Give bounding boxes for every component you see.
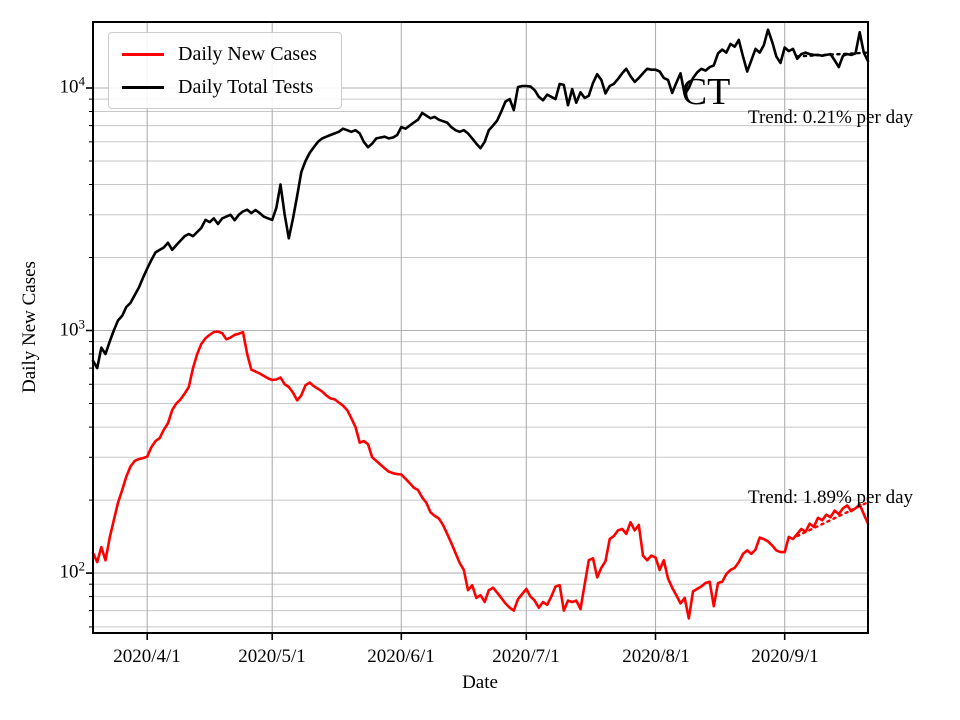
x-axis-label: Date [462, 672, 498, 693]
y-tick-label: 102 [59, 558, 86, 583]
trend-annotation-tests: Trend: 0.21% per day [748, 107, 913, 128]
y-tick-label: 104 [59, 73, 86, 98]
legend-item-daily-new-cases: Daily New Cases [122, 42, 328, 66]
legend-label: Daily New Cases [178, 43, 317, 65]
chart-title: CT [681, 71, 731, 113]
legend: Daily New Cases Daily Total Tests [108, 32, 342, 109]
legend-line-sample-black [122, 85, 164, 89]
x-tick-label: 2020/9/1 [751, 646, 819, 667]
x-tick-label: 2020/6/1 [367, 646, 435, 667]
trend-annotation-cases: Trend: 1.89% per day [748, 487, 913, 508]
x-tick-label: 2020/5/1 [238, 646, 306, 667]
grid-lines [93, 22, 868, 633]
legend-line-sample-red [122, 52, 164, 56]
y-axis-label: Daily New Cases [19, 261, 40, 393]
axes-frame [86, 21, 869, 640]
x-tick-label: 2020/8/1 [622, 646, 690, 667]
data-series [91, 28, 870, 620]
x-tick-label: 2020/4/1 [113, 646, 181, 667]
legend-item-daily-total-tests: Daily Total Tests [122, 75, 328, 99]
y-tick-label: 103 [59, 316, 86, 341]
x-tick-label: 2020/7/1 [492, 646, 560, 667]
legend-label: Daily Total Tests [178, 76, 314, 98]
